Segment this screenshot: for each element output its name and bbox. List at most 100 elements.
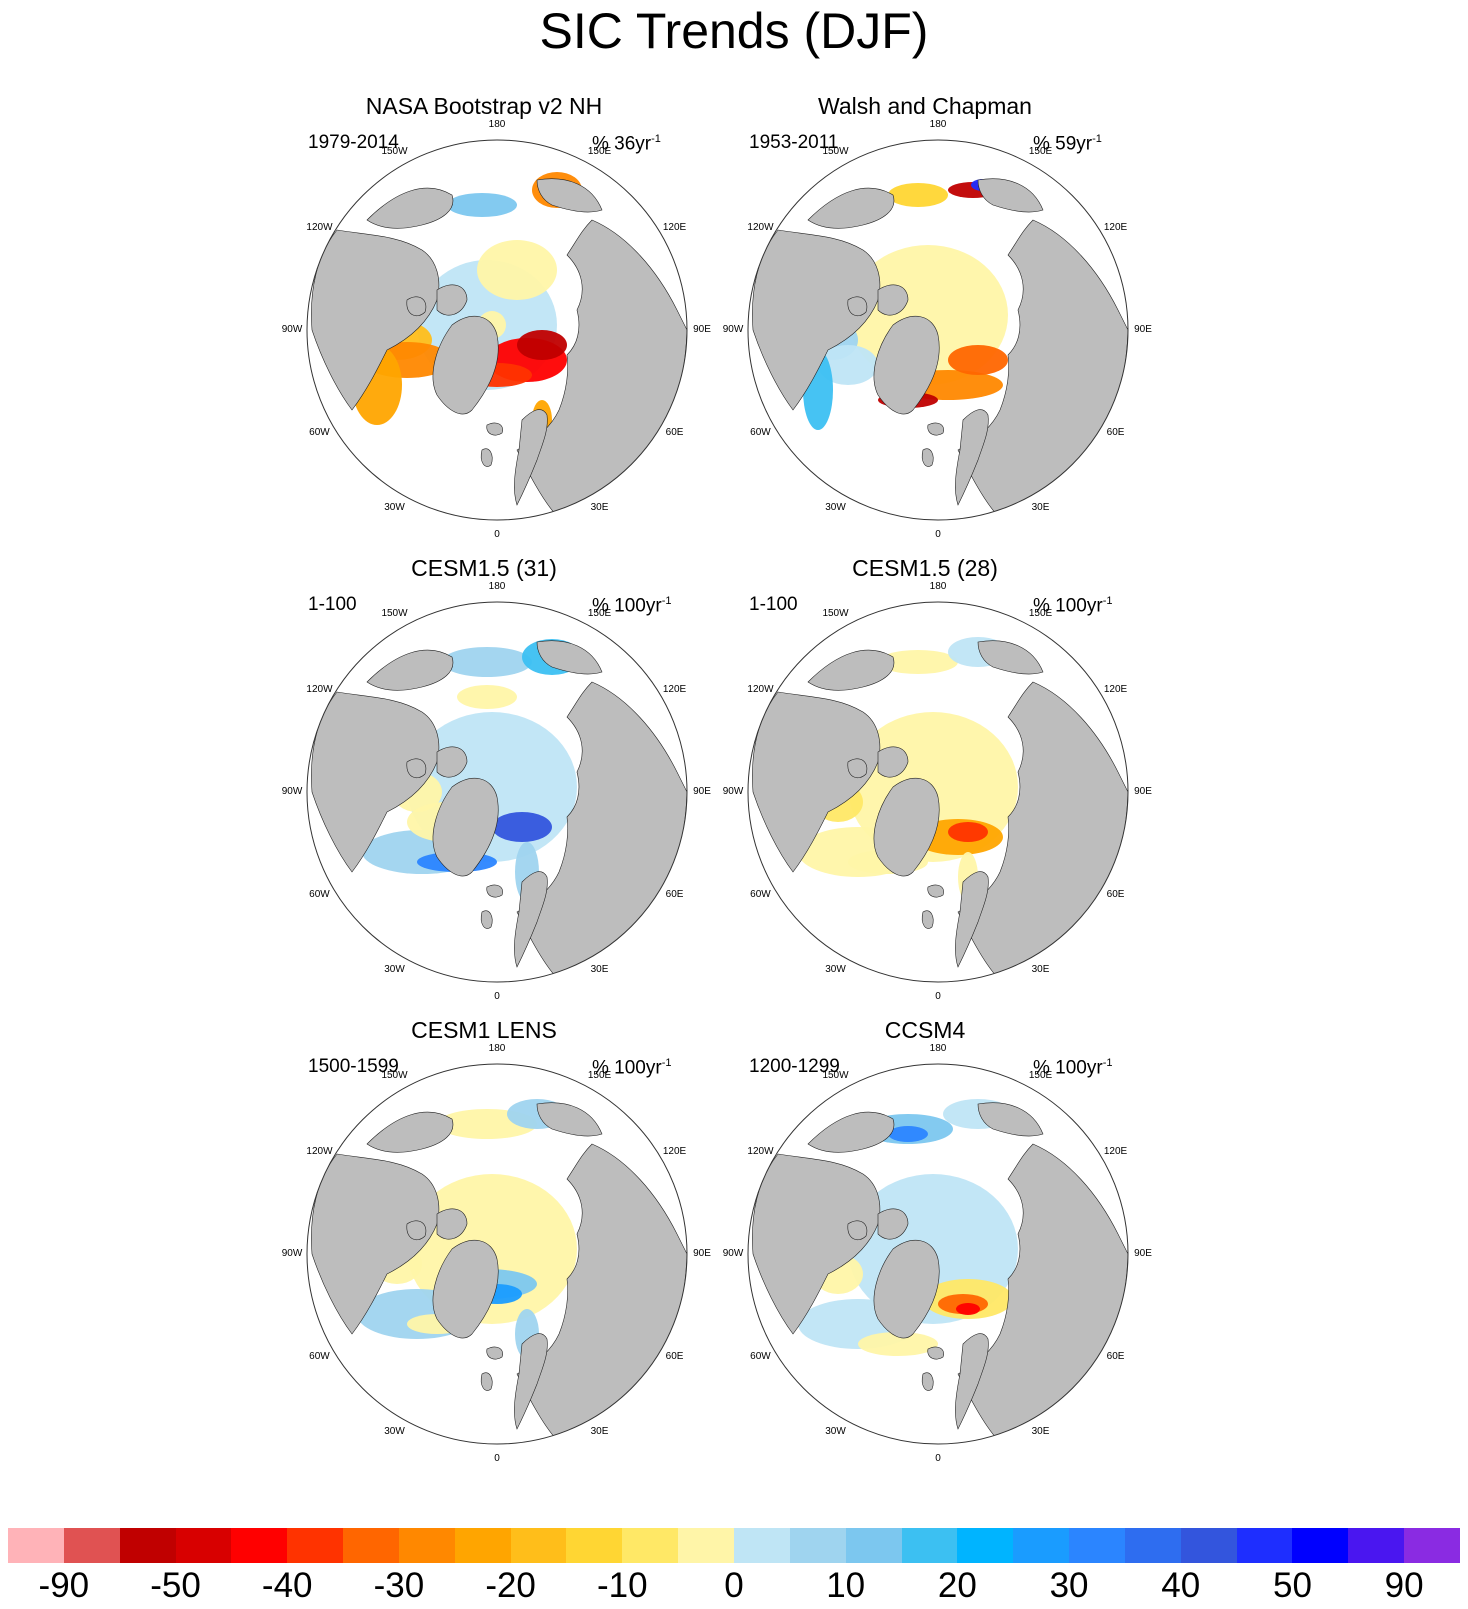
colorbar-swatch [845, 1528, 902, 1563]
trend-region [517, 330, 567, 360]
colorbar-swatch [63, 1528, 120, 1563]
map-boundary [747, 1063, 1129, 1445]
longitude-label: 60E [1106, 888, 1125, 900]
longitude-label: 90W [722, 1248, 744, 1259]
longitude-label: 60W [309, 1350, 330, 1362]
polar-map [306, 139, 688, 521]
map-boundary [747, 139, 1129, 521]
land-mass [366, 649, 454, 691]
polar-map [747, 1063, 1129, 1445]
colorbar-swatch [622, 1528, 679, 1563]
land-mass [807, 1111, 895, 1153]
land-mass [955, 409, 989, 506]
land-mass [366, 1111, 454, 1153]
colorbar-swatch [901, 1528, 958, 1563]
longitude-label: 0 [494, 529, 500, 540]
longitude-label: 60W [309, 888, 330, 900]
longitude-label: 120E [662, 221, 687, 233]
units-main: % 100yr [592, 1057, 662, 1079]
longitude-label: 150E [587, 1070, 612, 1082]
polar-map [747, 139, 1129, 521]
units-main: % 59yr [1033, 133, 1093, 155]
map-boundary [306, 601, 688, 983]
units-main: % 36yr [592, 133, 652, 155]
units-exponent: -1 [1102, 1057, 1113, 1069]
land-mass [486, 1346, 503, 1360]
longitude-label: 30E [1031, 963, 1050, 975]
land-mass [921, 910, 934, 929]
land-mass [873, 1240, 940, 1339]
trend-region [492, 812, 552, 842]
colorbar-swatch [957, 1528, 1014, 1563]
panel-title: CESM1.5 (31) [411, 555, 557, 581]
land-mass [311, 229, 440, 411]
period-label: 1953-2011 [749, 132, 839, 153]
land-mass [480, 1372, 493, 1391]
colorbar-label: -50 [150, 1566, 201, 1605]
land-mass [873, 316, 940, 415]
longitude-label: 150W [822, 146, 849, 158]
land-mass [436, 284, 468, 316]
longitude-label: 150E [587, 608, 612, 620]
period-label: 1-100 [308, 594, 357, 615]
colorbar-label: -30 [373, 1566, 425, 1605]
colorbar-swatch [1404, 1528, 1460, 1563]
map-panel: NASA Bootstrap v2 NH 1979-2014 % 36yr-1 180… [282, 92, 766, 562]
map-boundary [306, 1063, 688, 1445]
land-mass [406, 296, 427, 316]
land-mass [514, 409, 548, 506]
longitude-label: 120W [747, 1145, 774, 1157]
trend-region [888, 183, 948, 207]
land-mass [927, 884, 944, 898]
longitude-label: 60E [1106, 1350, 1125, 1362]
land-mass [514, 871, 548, 968]
units-exponent: -1 [1102, 595, 1113, 607]
units-main: % 100yr [592, 595, 662, 617]
longitude-label: 30W [384, 963, 405, 975]
longitude-label: 30W [825, 963, 846, 975]
panel-title: CESM1 LENS [411, 1017, 557, 1043]
land-mass [977, 640, 1044, 675]
colorbar-swatch [789, 1528, 846, 1563]
longitude-label: 30W [384, 1425, 405, 1437]
longitude-label: 120E [1103, 1145, 1128, 1157]
longitude-label: 0 [935, 529, 941, 540]
colorbar-swatch [8, 1528, 64, 1563]
land-mass [752, 229, 881, 411]
units-exponent: -1 [651, 133, 661, 145]
units-main: % 100yr [1033, 1057, 1103, 1079]
period-label: 1200-1299 [749, 1056, 840, 1077]
units-main: % 100yr [1033, 595, 1103, 617]
colorbar-swatch [678, 1528, 734, 1563]
land-mass [847, 758, 868, 778]
colorbar-label: -40 [261, 1566, 313, 1605]
land-mass [311, 691, 440, 873]
longitude-label: 180 [488, 119, 506, 130]
longitude-label: 60E [1106, 426, 1125, 438]
longitude-label: 0 [935, 1453, 941, 1464]
land-mass [921, 448, 934, 467]
longitude-label: 120W [306, 1145, 333, 1157]
land-mass [436, 1208, 468, 1240]
longitude-label: 180 [929, 581, 947, 592]
land-mass [366, 187, 454, 229]
longitude-label: 30W [384, 501, 405, 513]
land-mass [436, 746, 468, 778]
colorbar-label: 30 [1049, 1566, 1089, 1605]
land-mass [927, 1346, 944, 1360]
map-panel: CESM1 LENS 1500-1599 % 100yr-1 180 150W 150E 1… [282, 1016, 766, 1486]
longitude-label: 180 [488, 1043, 506, 1054]
colorbar-label: 90 [1384, 1566, 1424, 1605]
land-mass [847, 296, 868, 316]
longitude-label: 30E [1031, 1425, 1050, 1437]
longitude-label: 90E [693, 324, 711, 335]
land-mass [480, 448, 493, 467]
units-exponent: -1 [661, 595, 672, 607]
trend-region [457, 685, 517, 709]
map-boundary [747, 601, 1129, 983]
land-mass [432, 316, 499, 415]
longitude-label: 60W [309, 426, 330, 438]
figure-title: SIC Trends (DJF) [539, 3, 929, 59]
land-mass [921, 1372, 934, 1391]
longitude-label: 90E [693, 1248, 711, 1259]
